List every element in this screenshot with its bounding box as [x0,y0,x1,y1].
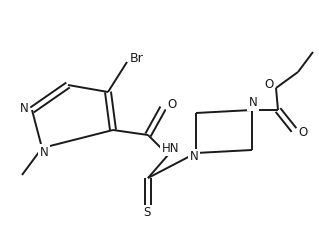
Text: HN: HN [162,142,180,155]
Text: O: O [298,126,308,139]
Text: O: O [264,77,274,90]
Text: Br: Br [130,52,144,65]
Text: N: N [249,96,257,109]
Text: N: N [40,145,48,158]
Text: N: N [20,101,28,114]
Text: S: S [143,207,151,220]
Text: O: O [167,98,177,112]
Text: N: N [189,150,198,164]
